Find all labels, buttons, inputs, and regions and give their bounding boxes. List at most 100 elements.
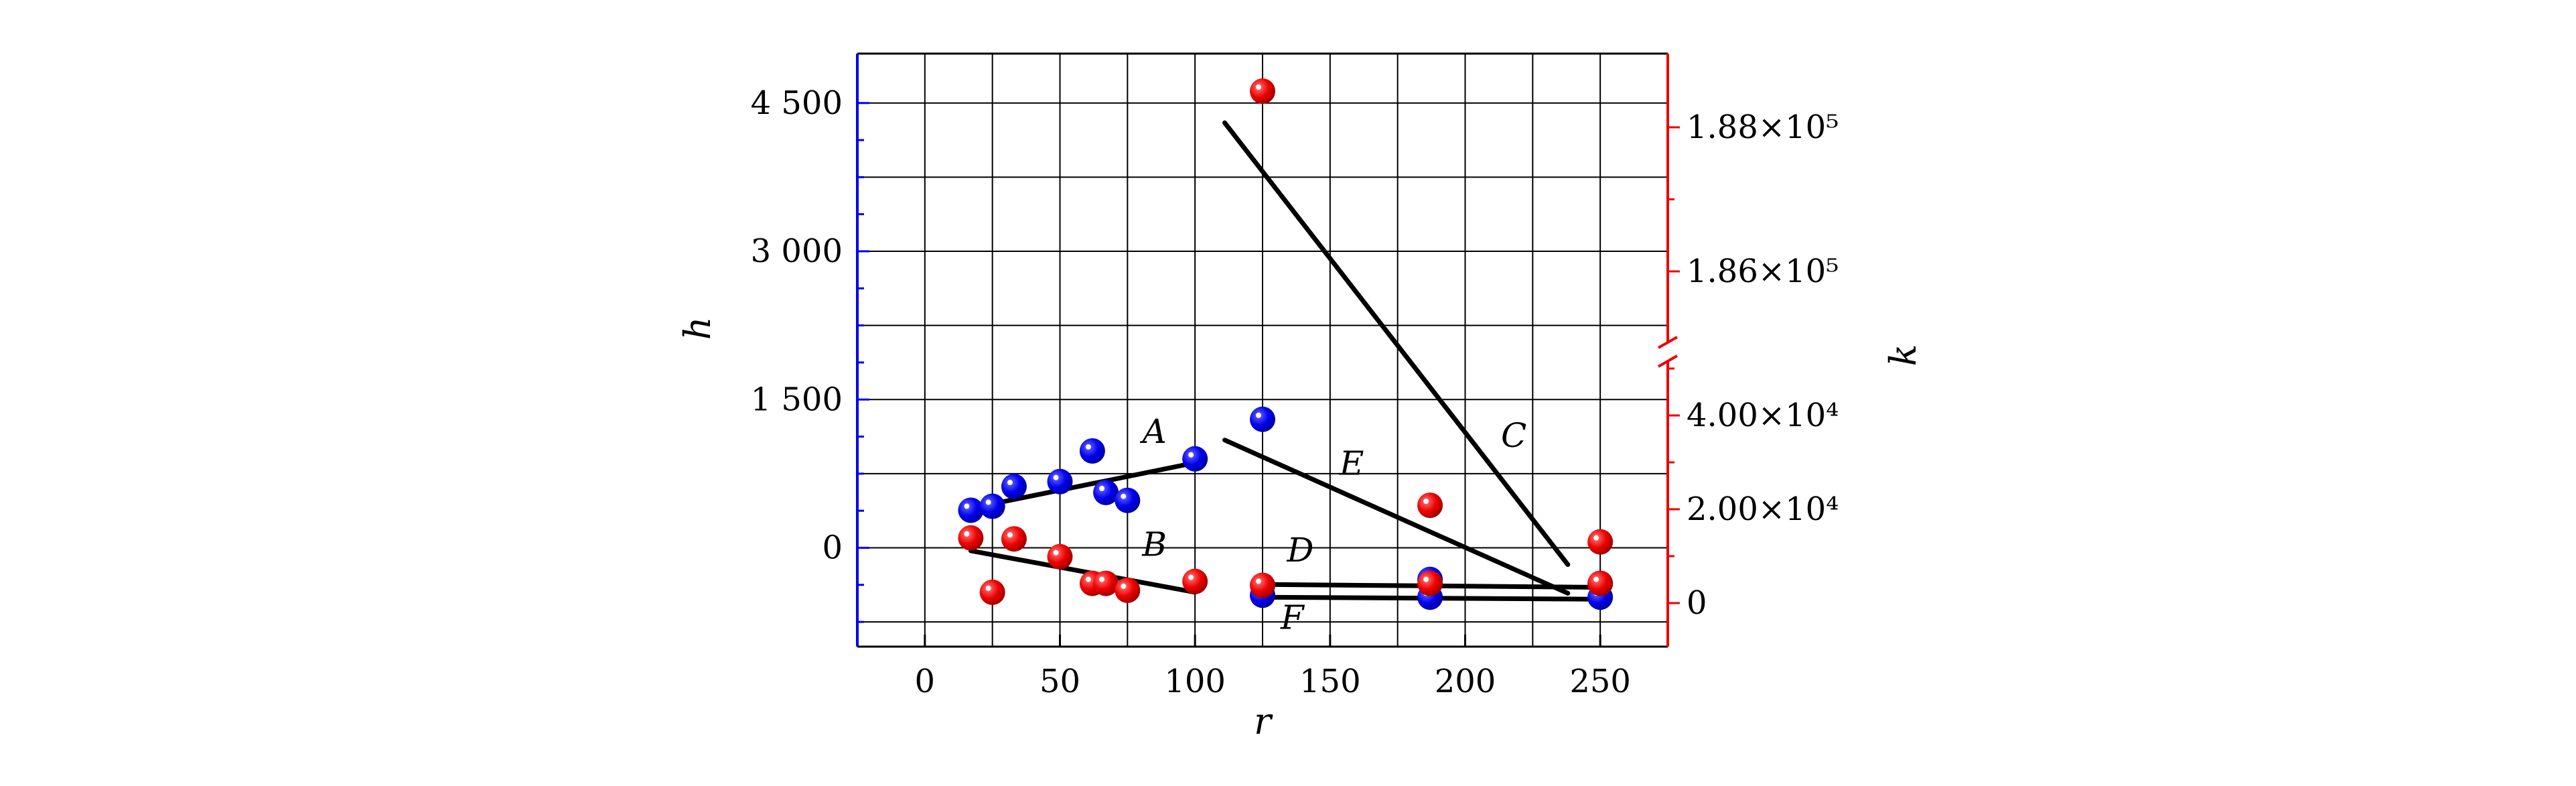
fit-line-label-b: B	[1141, 525, 1167, 564]
point-highlight	[1256, 578, 1261, 584]
point-highlight	[1188, 452, 1194, 458]
fit-line-label-e: E	[1339, 444, 1364, 482]
point-marker	[1587, 529, 1614, 555]
point-highlight	[1256, 412, 1261, 418]
red-data-point	[1250, 78, 1275, 105]
red-data-point	[1001, 526, 1027, 552]
point-highlight	[1053, 549, 1059, 555]
point-marker	[958, 497, 984, 523]
point-marker	[979, 579, 1005, 605]
point-marker	[1250, 406, 1275, 432]
red-data-point	[1587, 570, 1614, 596]
point-marker	[1001, 526, 1027, 552]
point-marker	[979, 493, 1005, 519]
point-highlight	[1593, 535, 1599, 541]
point-marker	[1047, 543, 1073, 570]
point-marker	[1587, 570, 1614, 596]
fit-line-label-c: C	[1501, 416, 1526, 455]
point-highlight	[1423, 499, 1429, 505]
point-highlight	[1121, 493, 1127, 499]
fit-lines-layer	[968, 120, 1603, 602]
blue-data-point	[1115, 487, 1141, 513]
right-y-axis-title: k	[1882, 344, 1924, 367]
points-layer	[958, 78, 1614, 610]
point-marker	[1115, 487, 1141, 513]
point-marker	[1250, 78, 1275, 105]
blue-data-point	[979, 493, 1005, 519]
point-marker	[958, 525, 984, 551]
red-data-point	[1417, 570, 1443, 596]
right-y-tick-label: 0	[1687, 584, 1707, 622]
left-y-axis-title: h	[676, 317, 719, 340]
point-highlight	[964, 531, 970, 537]
point-marker	[1115, 577, 1141, 603]
fit-line-c	[1222, 120, 1571, 568]
right-y-tick-label: 1.88×10⁵	[1687, 109, 1839, 146]
blue-data-point	[1182, 446, 1208, 472]
point-highlight	[985, 499, 991, 505]
x-tick-label: 250	[1569, 663, 1631, 700]
point-highlight	[1099, 485, 1105, 491]
point-highlight	[1423, 576, 1429, 582]
fit-line-label-f: F	[1280, 598, 1305, 637]
point-marker	[1182, 446, 1208, 472]
labels-layer: A B C D E F	[1140, 412, 1527, 637]
blue-data-point	[1047, 468, 1073, 495]
left-y-tick-label: 1 500	[751, 381, 843, 418]
fit-line-a	[968, 460, 1198, 511]
blue-data-point	[1079, 438, 1105, 464]
axis-break-mark	[1658, 336, 1678, 349]
point-marker	[1417, 493, 1443, 519]
blue-data-point	[1093, 479, 1119, 505]
fit-line-label-d: D	[1286, 531, 1313, 570]
red-data-point	[958, 525, 984, 551]
blue-data-point	[1250, 406, 1275, 432]
x-tick-label: 200	[1435, 663, 1496, 700]
point-highlight	[1256, 84, 1261, 90]
point-highlight	[964, 503, 970, 509]
point-highlight	[1007, 532, 1013, 538]
axes-layer: 0 50 100 150 200 250 r 0 1 500 3 000 4 500 h 0 2.00×1…	[676, 52, 1924, 742]
x-tick-label: 0	[915, 663, 936, 700]
x-axis-title: r	[1254, 700, 1273, 742]
fit-line-e	[1222, 438, 1571, 596]
point-highlight	[1099, 576, 1105, 582]
x-tick-label: 50	[1040, 663, 1080, 700]
left-y-tick-label: 4 500	[751, 84, 843, 122]
point-highlight	[1085, 576, 1091, 582]
red-data-point	[1093, 570, 1119, 596]
red-data-point	[1115, 577, 1141, 603]
right-y-tick-label: 4.00×10⁴	[1687, 397, 1839, 434]
red-data-point	[1587, 529, 1614, 555]
blue-data-point	[1001, 474, 1027, 500]
point-highlight	[1188, 574, 1194, 580]
fit-line-b	[968, 548, 1198, 595]
point-marker	[1047, 468, 1073, 495]
point-marker	[1079, 438, 1105, 464]
point-highlight	[985, 585, 991, 591]
point-highlight	[1121, 583, 1127, 589]
point-highlight	[1085, 444, 1091, 450]
red-data-point	[1250, 572, 1275, 598]
point-marker	[1001, 474, 1027, 500]
point-marker	[1417, 570, 1443, 596]
blue-data-point	[958, 497, 984, 523]
grid-layer	[857, 54, 1668, 647]
left-y-tick-label: 0	[822, 529, 843, 567]
point-highlight	[1593, 576, 1599, 582]
red-data-point	[979, 579, 1005, 605]
red-data-point	[1047, 543, 1073, 570]
point-marker	[1093, 570, 1119, 596]
point-highlight	[1007, 480, 1013, 486]
axis-break-mark	[1658, 354, 1678, 368]
x-tick-label: 150	[1299, 663, 1361, 700]
fit-line-label-a: A	[1140, 412, 1167, 451]
point-marker	[1182, 568, 1208, 594]
red-data-point	[1417, 493, 1443, 519]
right-y-tick-label: 2.00×10⁴	[1687, 490, 1839, 528]
red-data-point	[1182, 568, 1208, 594]
point-highlight	[1053, 474, 1059, 480]
x-tick-label: 100	[1164, 663, 1226, 700]
